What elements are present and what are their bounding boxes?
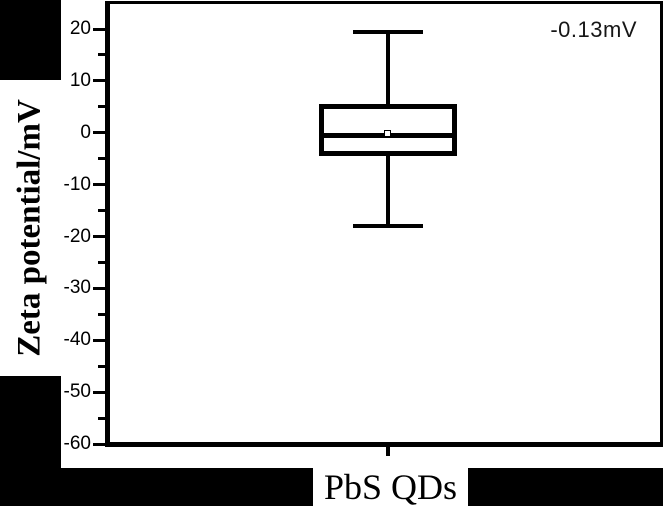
mean-marker bbox=[383, 129, 391, 137]
y-major-tick bbox=[93, 131, 106, 135]
black-bar-bottom-center-right bbox=[468, 468, 663, 506]
y-minor-tick bbox=[98, 364, 106, 368]
plot-frame bbox=[105, 1, 663, 447]
y-tick-label: -30 bbox=[63, 277, 91, 299]
y-minor-tick bbox=[98, 260, 106, 264]
y-major-tick bbox=[93, 27, 106, 31]
y-minor-tick bbox=[98, 105, 106, 109]
black-bar-bottom-center-left bbox=[61, 468, 313, 506]
y-tick-label: -50 bbox=[63, 381, 91, 403]
y-tick-label: -10 bbox=[63, 173, 91, 195]
whisker-cap-bottom bbox=[352, 224, 423, 229]
mean-value-annotation: -0.13mV bbox=[550, 17, 637, 42]
y-tick-label: 10 bbox=[69, 69, 91, 91]
whisker-cap-top bbox=[352, 29, 423, 34]
y-major-tick bbox=[93, 390, 106, 394]
y-major-tick bbox=[93, 183, 106, 187]
y-minor-tick bbox=[98, 312, 106, 316]
y-tick-label: 20 bbox=[69, 18, 91, 39]
y-tick-label: -60 bbox=[63, 433, 91, 454]
y-minor-tick bbox=[98, 53, 106, 57]
y-major-tick bbox=[93, 79, 106, 83]
black-bar-top-left bbox=[0, 0, 61, 80]
x-major-tick bbox=[385, 447, 390, 456]
y-major-tick bbox=[93, 338, 106, 342]
y-minor-tick bbox=[98, 157, 106, 161]
y-tick-label: 0 bbox=[80, 121, 91, 143]
y-axis-label-box: Zeta potential/mV bbox=[2, 80, 58, 376]
x-axis-label: PbS QDs bbox=[323, 467, 458, 506]
y-tick-label: -40 bbox=[63, 329, 91, 351]
black-bar-bottom-left bbox=[0, 376, 61, 506]
y-tick-label: -20 bbox=[63, 225, 91, 247]
y-minor-tick bbox=[98, 416, 106, 420]
y-major-tick bbox=[93, 442, 106, 446]
x-axis-label-box: PbS QDs bbox=[313, 468, 468, 506]
y-major-tick bbox=[93, 286, 106, 290]
y-major-tick bbox=[93, 235, 106, 238]
y-minor-tick bbox=[98, 209, 106, 213]
